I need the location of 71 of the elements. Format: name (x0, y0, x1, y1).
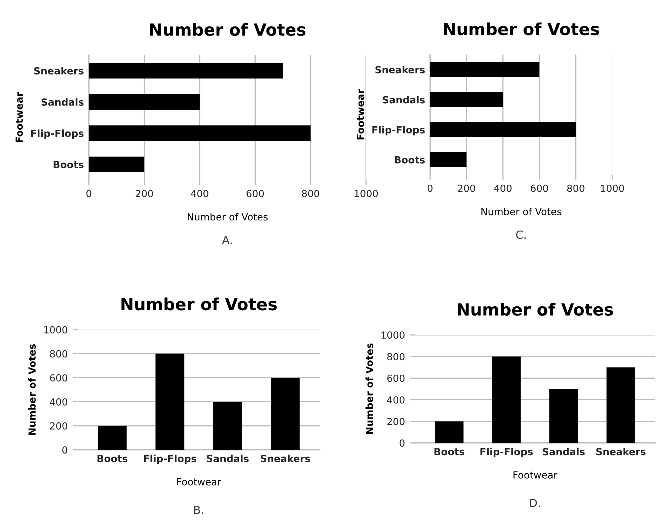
y-tick-label: Sandals (42, 98, 84, 106)
y-tick-label: Sneakers (376, 66, 425, 74)
y-tick-label: 200 (50, 422, 68, 430)
bar (89, 156, 145, 172)
x-axis-title: Footwear (514, 472, 558, 479)
x-axis-title: Footwear (178, 478, 222, 486)
x-tick-label: 0 (86, 190, 92, 198)
bar (271, 378, 300, 450)
y-tick-label: Boots (395, 156, 425, 164)
x-tick-label: Sandals (542, 448, 585, 456)
x-tick-label: 1000 (601, 184, 624, 192)
x-tick-label: Flip-Flops (480, 448, 534, 458)
x-tick-label: Sneakers (596, 448, 646, 456)
x-tick-label: Sneakers (260, 454, 310, 462)
bar (430, 92, 504, 108)
y-tick-label: 0 (400, 440, 405, 448)
y-tick-label: Sandals (383, 96, 425, 104)
x-tick-label: Flip-Flops (144, 454, 197, 464)
chart-title: Number of Votes (444, 22, 600, 36)
text: C. (516, 230, 526, 240)
bar (213, 402, 242, 450)
y-axis-title: Number of Votes (28, 344, 36, 436)
y-tick-label: 800 (50, 350, 68, 358)
y-tick-label: Sneakers (34, 67, 84, 75)
x-tick-label: Boots (434, 448, 465, 456)
chart-title: Number of Votes (150, 23, 306, 36)
bar (435, 422, 464, 444)
bar (89, 126, 311, 142)
x-axis-title: Number of Votes (188, 213, 268, 221)
x-tick-label: 400 (494, 184, 512, 192)
bar (430, 122, 576, 138)
chart-title: Number of Votes (122, 298, 277, 311)
y-axis-title: Footwear (16, 92, 24, 142)
text: B. (194, 506, 204, 514)
bar (430, 152, 467, 168)
text: D. (530, 499, 540, 508)
y-tick-label: 400 (387, 396, 405, 404)
bar (156, 354, 185, 450)
chart-title: Number of Votes (458, 303, 614, 316)
y-tick-label: 800 (388, 353, 405, 361)
y-axis-title: Footwear (357, 89, 364, 140)
x-tick-label: 600 (531, 184, 548, 192)
x-tick-label: 200 (136, 190, 154, 198)
bar (492, 356, 521, 444)
text: A. (222, 236, 232, 244)
y-tick-label: Flip-Flops (372, 126, 425, 136)
x-tick-label: 400 (191, 190, 209, 198)
bar (606, 368, 636, 444)
x-tick-label: 800 (567, 184, 585, 192)
bar (98, 426, 127, 450)
x-tick-label: 0 (428, 184, 433, 192)
y-tick-label: 1000 (382, 332, 405, 340)
y-axis-title: Number of Votes (366, 344, 374, 434)
x-tick-label: 200 (458, 184, 476, 192)
y-tick-label: 600 (50, 374, 68, 382)
bar (89, 94, 200, 110)
x-tick-label: 1000 (354, 190, 378, 198)
bar (550, 389, 578, 444)
x-tick-label: 600 (246, 190, 264, 198)
y-tick-label: 400 (50, 398, 68, 406)
x-axis-title: Number of Votes (482, 208, 562, 216)
y-tick-label: Boots (54, 161, 84, 168)
y-tick-label: 200 (388, 418, 405, 426)
y-tick-label: 600 (388, 374, 405, 382)
y-tick-label: 1000 (44, 326, 68, 334)
x-tick-label: Boots (98, 455, 128, 462)
x-tick-label: Sandals (206, 454, 249, 462)
bar (430, 62, 540, 78)
y-tick-label: Flip-Flops (31, 130, 84, 140)
x-tick-label: 800 (302, 190, 320, 198)
bar (89, 63, 284, 79)
